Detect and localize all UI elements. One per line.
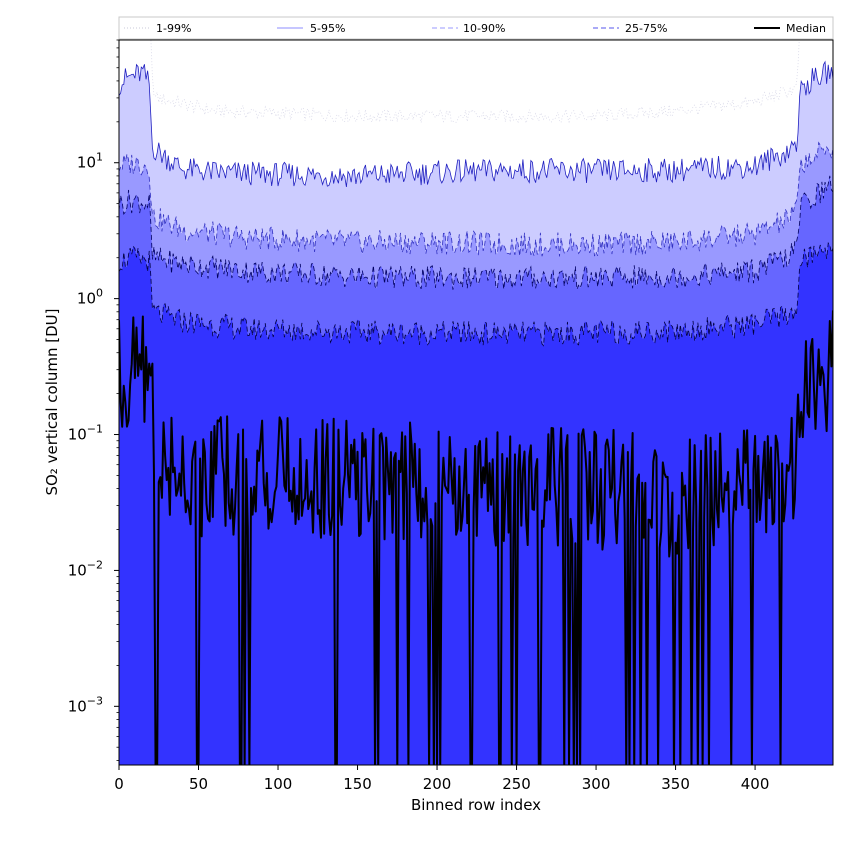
legend-box (118, 16, 834, 40)
y-tick-label: 10−2 (68, 558, 103, 579)
y-tick-label: 101 (77, 151, 103, 172)
band-edge-10-90- (119, 141, 833, 257)
x-tick-label: 400 (741, 775, 770, 793)
band-edge-5-95- (119, 60, 833, 188)
x-axis-label: Binned row index (411, 796, 541, 814)
x-tick-label: 250 (502, 775, 531, 793)
plot-area (119, 40, 833, 765)
legend-label: 25-75% (625, 22, 667, 35)
y-tick-label: 10−3 (68, 694, 103, 715)
x-tick-label: 350 (661, 775, 690, 793)
y-axis: 10−3 10−2 10−1 100 101 (68, 39, 119, 761)
x-tick-label: 50 (189, 775, 208, 793)
legend: 1-99% 5-95% 10-90% 25-75% Median (118, 16, 834, 40)
median-line (119, 310, 833, 765)
legend-label: 1-99% (156, 22, 191, 35)
plot-frame (118, 39, 834, 766)
legend-label: Median (786, 22, 826, 35)
band-edge-25-75- (119, 175, 833, 290)
x-tick-label: 200 (423, 775, 452, 793)
x-tick-label: 300 (582, 775, 611, 793)
y-axis-label: SO₂ vertical column [DU] (43, 308, 61, 495)
y-tick-label: 100 (77, 287, 103, 308)
x-tick-label: 100 (264, 775, 293, 793)
legend-label: 5-95% (310, 22, 345, 35)
x-tick-label: 150 (343, 775, 372, 793)
x-tick-label: 0 (114, 775, 124, 793)
legend-label: 10-90% (463, 22, 505, 35)
y-tick-label: 10−1 (68, 423, 103, 444)
x-axis: 0 50 100 150 200 250 300 350 400 (114, 765, 769, 793)
band-edge-inner (119, 242, 833, 347)
band-edge-1-99- (150, 40, 800, 125)
